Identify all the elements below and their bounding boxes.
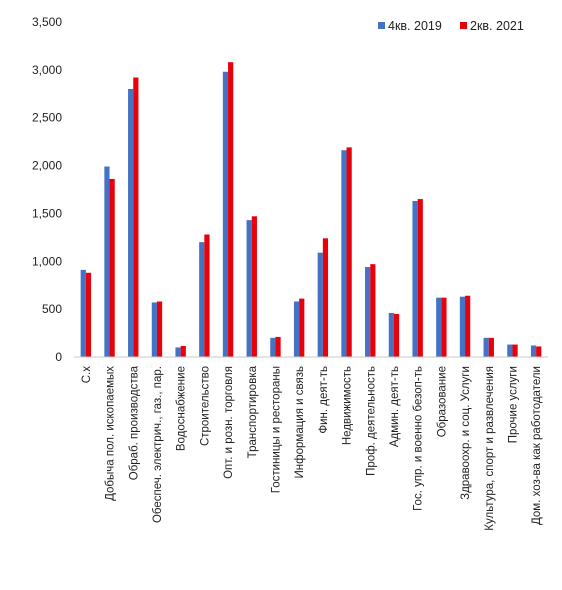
bar-series-2 xyxy=(512,344,518,357)
bar-series-1 xyxy=(270,337,276,357)
x-category-label: Фин. деят-ть xyxy=(318,366,330,434)
bar-series-2 xyxy=(441,297,447,357)
x-axis-category-labels: С.х Добыча пол. ископаемых Обраб. производ… xyxy=(81,365,543,530)
legend-swatch xyxy=(378,22,385,29)
bar-series-1 xyxy=(175,347,181,357)
bar-series-1 xyxy=(80,269,86,357)
bar-series-2 xyxy=(465,295,471,357)
bar-series-1 xyxy=(199,242,205,357)
bar-series-1 xyxy=(365,267,371,357)
legend-label: 4кв. 2019 xyxy=(388,19,442,33)
bar-series-1 xyxy=(293,301,300,357)
bar-series-2 xyxy=(488,337,494,357)
x-category-label: Админ. деят-ть xyxy=(389,366,401,447)
x-category-label: Здравоохр. и соц. Услуги xyxy=(460,366,472,500)
x-category-label: Проф. деятельность xyxy=(365,366,377,476)
bar-series-2 xyxy=(370,264,376,357)
x-category-label: Транспортировка xyxy=(247,365,259,458)
x-category-label: Прочие услуги xyxy=(507,366,519,443)
bar-series-2 xyxy=(417,199,423,357)
legend: 4кв. 2019 2кв. 2021 xyxy=(378,19,524,33)
x-category-label: Недвижимость xyxy=(342,366,354,445)
x-category-label: Добыча пол. ископаемых xyxy=(105,366,117,501)
x-category-label: С.х xyxy=(81,366,93,384)
bar-series-2 xyxy=(322,238,329,357)
bar-series-2 xyxy=(393,313,400,357)
bar-series-1 xyxy=(222,71,229,358)
x-category-label: Образование xyxy=(436,366,448,437)
bar-series-1 xyxy=(128,89,134,357)
x-category-label: Культура, спорт и развлечения xyxy=(484,366,496,531)
x-category-label: Дом. хоз-ва как работодатели xyxy=(531,366,543,525)
bar-series-1 xyxy=(151,302,157,357)
y-tick-label: 500 xyxy=(42,302,62,316)
bar-series-2 xyxy=(180,345,186,357)
bar-series-2 xyxy=(156,301,163,357)
bar-series-2 xyxy=(85,272,92,357)
bar-series-2 xyxy=(204,234,210,357)
legend-swatch xyxy=(460,22,467,29)
bar-series-1 xyxy=(246,220,252,357)
x-category-label: Строительство xyxy=(199,366,211,446)
y-tick-label: 3,000 xyxy=(32,63,62,77)
bar-series-1 xyxy=(412,200,418,357)
bar-series-1 xyxy=(317,252,323,357)
bar-series-1 xyxy=(388,312,394,357)
x-category-label: Водоснабжение xyxy=(176,366,188,451)
x-category-label: Гос. упр. и военно безоп-ть xyxy=(413,366,425,511)
bar-series-2 xyxy=(536,346,542,357)
y-tick-label: 0 xyxy=(55,350,62,364)
y-tick-label: 1,500 xyxy=(32,206,62,220)
bar-series-2 xyxy=(133,77,139,357)
bar-series-2 xyxy=(228,62,234,357)
x-category-label: Обраб. производства xyxy=(128,365,140,480)
bar-series-2 xyxy=(109,178,115,357)
bar-series-1 xyxy=(483,337,489,357)
y-tick-label: 2,500 xyxy=(32,111,62,125)
x-category-label: Опт. и розн. торговля xyxy=(223,366,235,479)
bar-series-1 xyxy=(104,166,110,357)
x-category-label: Гостиницы и рестораны xyxy=(270,366,282,493)
x-category-label: Обеспеч. электрич., газ., пар. xyxy=(152,366,164,523)
y-tick-label: 1,000 xyxy=(32,254,62,268)
x-category-label: Информация и связь xyxy=(294,366,306,478)
y-axis-ticks: 0 500 1,000 1,500 2,000 2,500 3,000 3,500 xyxy=(32,15,62,364)
legend-label: 2кв. 2021 xyxy=(470,19,524,33)
bar-series-1 xyxy=(459,296,466,357)
bar-series-1 xyxy=(530,345,537,357)
bars xyxy=(80,62,542,358)
bar-series-2 xyxy=(299,298,305,357)
bar-series-1 xyxy=(436,297,442,357)
bar-series-2 xyxy=(275,336,281,357)
bar-series-1 xyxy=(507,344,513,357)
bar-series-2 xyxy=(251,216,257,357)
y-tick-label: 3,500 xyxy=(32,15,62,29)
bar-series-1 xyxy=(341,150,347,357)
bar-series-2 xyxy=(346,147,352,357)
y-tick-label: 2,000 xyxy=(32,159,62,173)
